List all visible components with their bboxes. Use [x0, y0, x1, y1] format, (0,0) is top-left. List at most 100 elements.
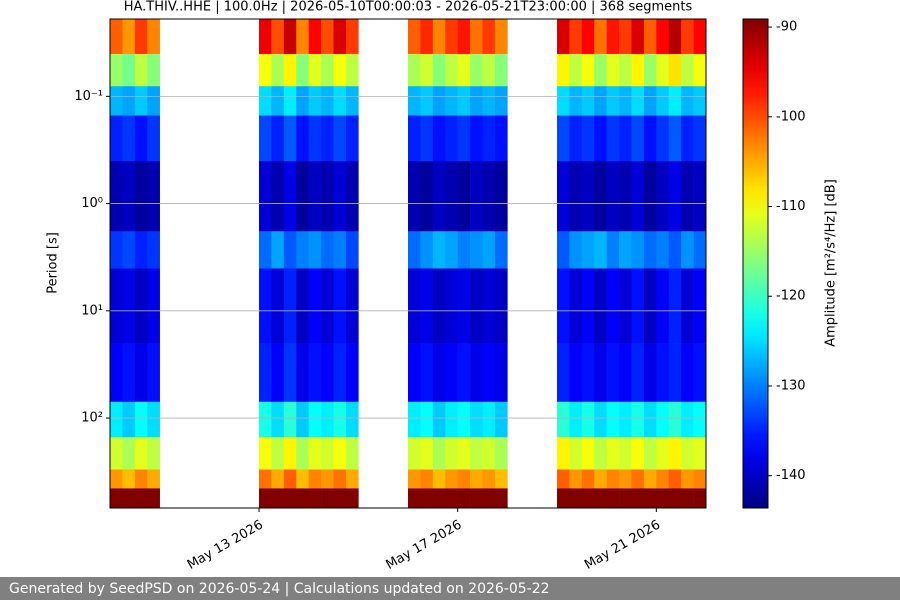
heatmap-cell	[333, 401, 347, 438]
heatmap-cell	[643, 85, 657, 116]
heatmap-cell	[110, 160, 123, 232]
heatmap-cell	[643, 268, 657, 344]
heatmap-cell	[321, 268, 334, 344]
heatmap-cell	[147, 488, 160, 509]
heatmap-cell	[557, 268, 570, 344]
y-tick-label: 10²	[81, 411, 103, 426]
heatmap-cell	[271, 488, 285, 509]
heatmap-cell	[656, 53, 670, 87]
heatmap-cell	[296, 343, 309, 402]
heatmap-cell	[619, 160, 632, 232]
heatmap-cell	[643, 488, 657, 509]
heatmap-cell	[122, 401, 136, 438]
heatmap-cell	[420, 53, 434, 87]
heatmap-cell	[134, 488, 148, 509]
heatmap-cell	[333, 53, 347, 87]
heatmap-cell	[606, 115, 620, 162]
heatmap-cell	[470, 19, 483, 54]
heatmap-cell	[581, 401, 595, 438]
heatmap-cell	[259, 469, 272, 489]
heatmap-cell	[494, 115, 508, 162]
heatmap-cell	[259, 53, 272, 87]
heatmap-cell	[134, 160, 148, 232]
heatmap-cell	[619, 343, 632, 402]
heatmap-cell	[333, 85, 347, 116]
heatmap-cell	[643, 19, 657, 54]
heatmap-cell	[656, 115, 670, 162]
heatmap-cell	[681, 53, 694, 87]
heatmap-cell	[581, 469, 595, 489]
heatmap-cell	[271, 53, 285, 87]
heatmap-cell	[345, 343, 359, 402]
heatmap-cell	[420, 19, 434, 54]
heatmap-cell	[445, 268, 458, 344]
heatmap-cell	[656, 268, 670, 344]
heatmap-cell	[271, 115, 285, 162]
heatmap-cell	[345, 401, 359, 438]
heatmap-cell	[569, 53, 583, 87]
heatmap-cell	[594, 19, 607, 54]
heatmap-cell	[643, 230, 657, 269]
heatmap-cell	[693, 343, 707, 402]
heatmap-cell	[606, 488, 620, 509]
heatmap-cell	[557, 85, 570, 116]
heatmap-cell	[557, 469, 570, 489]
heatmap-cell	[345, 19, 359, 54]
heatmap-cell	[445, 469, 458, 489]
heatmap-cell	[408, 53, 421, 87]
heatmap-cell	[259, 85, 272, 116]
heatmap-cell	[283, 230, 297, 269]
heatmap-cell	[147, 436, 160, 470]
heatmap-cell	[606, 230, 620, 269]
heatmap-cell	[271, 268, 285, 344]
heatmap-cell	[668, 401, 682, 438]
heatmap-cell	[681, 230, 694, 269]
heatmap-cell	[271, 469, 285, 489]
heatmap-cell	[693, 19, 707, 54]
heatmap-cell	[643, 401, 657, 438]
heatmap-cell	[668, 488, 682, 509]
heatmap-cell	[134, 53, 148, 87]
heatmap-cell	[408, 85, 421, 116]
heatmap-cell	[296, 85, 309, 116]
chart-title: HA.THIV..HHE | 100.0Hz | 2026-05-10T00:0…	[124, 0, 693, 15]
heatmap-cell	[420, 343, 434, 402]
heatmap-cell	[308, 53, 322, 87]
heatmap-cell	[557, 488, 570, 509]
heatmap-cell	[494, 488, 508, 509]
heatmap-cell	[432, 469, 446, 489]
heatmap-cell	[432, 19, 446, 54]
y-tick-label: 10⁻¹	[74, 89, 103, 104]
heatmap-cell	[557, 115, 570, 162]
heatmap-cell	[271, 85, 285, 116]
heatmap-cell	[606, 436, 620, 470]
heatmap-cell	[594, 115, 607, 162]
heatmap-cell	[345, 268, 359, 344]
heatmap-cell	[110, 469, 123, 489]
heatmap-cell	[656, 469, 670, 489]
footer: Generated by SeedPSD on 2026-05-24 | Cal…	[0, 577, 900, 600]
heatmap-cell	[606, 85, 620, 116]
heatmap-cell	[296, 115, 309, 162]
heatmap-cell	[134, 19, 148, 54]
heatmap-cell	[333, 19, 347, 54]
heatmap-cell	[668, 53, 682, 87]
heatmap-cell	[619, 436, 632, 470]
heatmap-cell	[494, 469, 508, 489]
y-tick-label: 10⁰	[81, 196, 103, 211]
heatmap-cell	[345, 160, 359, 232]
heatmap-cell	[557, 53, 570, 87]
heatmap-cell	[308, 469, 322, 489]
heatmap-cell	[420, 436, 434, 470]
heatmap-cell	[147, 19, 160, 54]
heatmap-cell	[457, 85, 471, 116]
heatmap-cell	[581, 85, 595, 116]
heatmap-cell	[643, 160, 657, 232]
heatmap-cell	[619, 469, 632, 489]
heatmap-cell	[445, 230, 458, 269]
heatmap-cell	[445, 160, 458, 232]
heatmap-cell	[321, 160, 334, 232]
heatmap-cell	[271, 436, 285, 470]
colorbar-tick-label: -120	[776, 289, 806, 304]
heatmap-cell	[271, 19, 285, 54]
